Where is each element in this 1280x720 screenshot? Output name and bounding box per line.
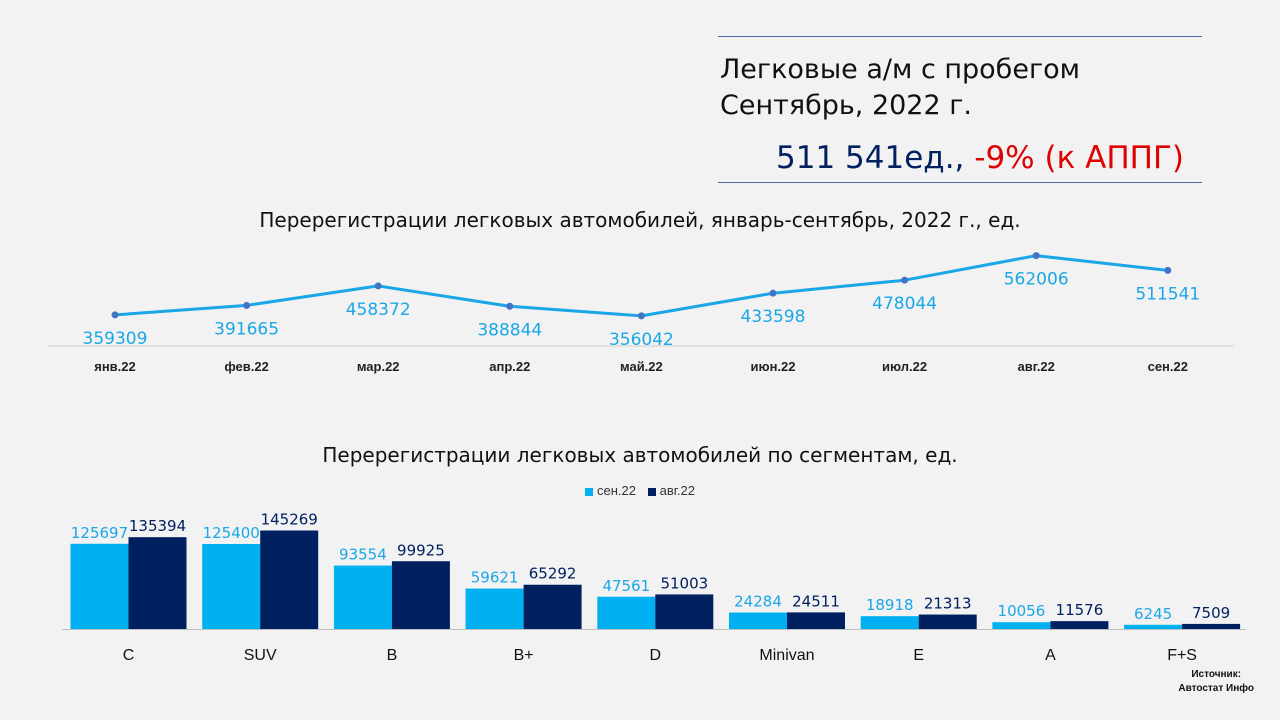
bar — [333, 565, 392, 629]
report-total: 511 541ед., -9% (к АППГ) — [776, 140, 1184, 176]
bar-data-label: 7509 — [1192, 604, 1230, 622]
bar — [729, 612, 787, 629]
report-title: Легковые а/м с пробегом Сентябрь, 2022 г… — [720, 52, 1080, 124]
bar — [260, 530, 319, 629]
line-point — [243, 301, 251, 309]
bar-data-label: 24511 — [792, 592, 840, 610]
line-data-label: 388844 — [477, 320, 542, 340]
bar-data-label: 125400 — [203, 524, 260, 542]
source-label: Источник: — [1191, 669, 1242, 680]
legend-swatch-aug — [647, 487, 656, 496]
line-data-label: 391665 — [214, 319, 279, 339]
bar-category-label: SUV — [244, 647, 277, 664]
bar — [1050, 621, 1109, 629]
bar-data-label: 59621 — [471, 569, 519, 587]
bar — [70, 543, 129, 629]
bar — [597, 596, 656, 629]
total-value: 511 541ед., — [776, 140, 975, 176]
line-category-label: июл.22 — [882, 359, 927, 374]
bar — [1124, 624, 1183, 629]
bar-data-label: 6245 — [1134, 605, 1172, 623]
bar-data-label: 24284 — [734, 593, 782, 611]
line-data-label: 478044 — [872, 294, 937, 314]
line-category-label: июн.22 — [750, 359, 795, 374]
bar-data-label: 18918 — [866, 596, 914, 614]
line-chart-title: Перерегистрации легковых автомобилей, ян… — [259, 208, 1021, 232]
bar-category-label: A — [1045, 647, 1056, 664]
bar-category-label: C — [123, 647, 135, 664]
total-change: -9% (к АППГ) — [974, 140, 1184, 176]
line-data-label: 458372 — [346, 300, 411, 320]
line-category-label: май.22 — [620, 359, 663, 374]
line-category-label: фев.22 — [224, 359, 269, 374]
bar-data-label: 93554 — [339, 546, 387, 564]
line-data-label: 511541 — [1135, 284, 1200, 304]
report-title-line1: Легковые а/м с пробегом — [720, 54, 1081, 85]
bar-data-label: 99925 — [397, 541, 445, 559]
bar-data-label: 21313 — [924, 595, 972, 613]
source-note: Источник: Автостат Инфо — [1178, 668, 1254, 696]
line-data-label: 562006 — [1004, 270, 1069, 290]
bar — [860, 616, 919, 629]
line-category-label: авг.22 — [1017, 359, 1054, 374]
header-top-rule — [718, 36, 1202, 37]
bar-data-label: 145269 — [261, 511, 318, 529]
bar-category-label: Minivan — [759, 647, 814, 664]
legend-label-sep: сен.22 — [597, 483, 636, 498]
bar-category-label: B — [387, 647, 398, 664]
bar-data-label: 10056 — [998, 602, 1046, 620]
line-point — [374, 282, 382, 290]
line-point — [506, 302, 514, 310]
header-bottom-rule — [718, 182, 1202, 183]
line-data-label: 359309 — [83, 329, 148, 349]
line-category-label: апр.22 — [489, 359, 530, 374]
line-category-label: сен.22 — [1148, 359, 1188, 374]
line-data-label: 356042 — [609, 330, 674, 350]
line-point — [1164, 266, 1172, 274]
bar — [523, 584, 582, 629]
bar-chart-title: Перерегистрации легковых автомобилей по … — [322, 443, 958, 467]
line-point — [901, 276, 909, 284]
bar — [992, 622, 1051, 629]
bar — [787, 612, 845, 629]
line-point — [111, 311, 119, 319]
bar — [128, 537, 187, 629]
bar-category-label: D — [650, 647, 662, 664]
bar — [655, 594, 714, 629]
bar — [1182, 623, 1241, 629]
line-category-label: янв.22 — [94, 359, 136, 374]
legend-label-aug: авг.22 — [659, 483, 695, 498]
line-category-label: мар.22 — [357, 359, 400, 374]
bar-chart-legend: сен.22 авг.22 — [0, 483, 1280, 498]
bar-category-label: B+ — [514, 647, 534, 664]
line-point — [769, 289, 777, 297]
bar-category-label: E — [913, 647, 924, 664]
legend-item-aug: авг.22 — [647, 483, 695, 498]
bar — [202, 543, 261, 629]
legend-swatch-sep — [585, 487, 593, 496]
line-point — [637, 312, 645, 320]
report-title-line2: Сентябрь, 2022 г. — [720, 90, 973, 121]
bar-data-label: 65292 — [529, 565, 577, 583]
bar-data-label: 47561 — [602, 577, 650, 595]
bar-data-label: 51003 — [660, 574, 708, 592]
source-name: Автостат Инфо — [1178, 683, 1254, 694]
bar-data-label: 125697 — [71, 524, 128, 542]
bar — [918, 614, 977, 629]
bar-category-label: F+S — [1167, 647, 1197, 664]
bar-data-label: 11576 — [1056, 601, 1104, 619]
legend-item-sep: сен.22 — [585, 483, 636, 498]
line-data-label: 433598 — [741, 307, 806, 327]
bar — [391, 561, 450, 629]
line-point — [1032, 252, 1040, 260]
bar — [465, 588, 524, 629]
bar-data-label: 135394 — [129, 517, 186, 535]
